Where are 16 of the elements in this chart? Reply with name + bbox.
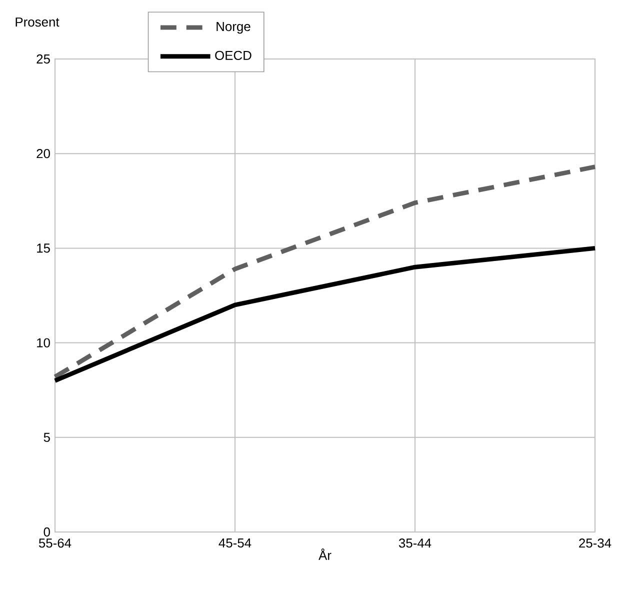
y-tick-label: 25 — [36, 54, 50, 64]
y-tick-label: 10 — [37, 338, 50, 348]
line-series — [52, 164, 598, 380]
x-tick-label: 25-34 — [579, 538, 612, 548]
x-tick-label: 55-64 — [38, 538, 72, 548]
x-axis-title: År — [318, 548, 332, 560]
legend-label: Norge — [216, 22, 250, 34]
y-tick-label: 15 — [37, 244, 50, 253]
line-series — [52, 246, 598, 383]
y-tick-label: 0 — [44, 527, 50, 537]
y-tick-label: 20 — [36, 149, 50, 158]
y-tick-label: 5 — [44, 432, 50, 442]
legend-label: OECD — [215, 50, 252, 60]
x-tick-label: 45-54 — [218, 538, 252, 548]
x-tick-label: 35-44 — [398, 538, 432, 548]
y-axis-title: Prosent — [16, 18, 60, 27]
